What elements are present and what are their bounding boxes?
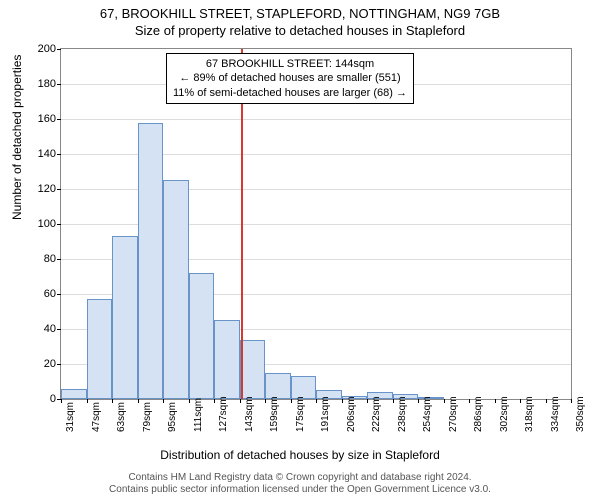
histogram-bar [112, 236, 138, 399]
xtick-mark [418, 399, 419, 403]
annotation-line-2: ← 89% of detached houses are smaller (55… [173, 71, 407, 85]
histogram-bar [61, 389, 87, 400]
ytick-mark [57, 294, 61, 295]
annotation-box: 67 BROOKHILL STREET: 144sqm← 89% of deta… [166, 53, 414, 104]
ytick-label: 160 [31, 113, 56, 125]
xtick-label: 206sqm [346, 396, 357, 432]
xtick-label: 143sqm [244, 396, 255, 432]
ytick-label: 80 [31, 253, 56, 265]
xtick-mark [189, 399, 190, 403]
histogram-bar [189, 273, 215, 399]
xtick-mark [444, 399, 445, 403]
ytick-mark [57, 189, 61, 190]
ytick-label: 40 [31, 323, 56, 335]
xtick-mark [495, 399, 496, 403]
xtick-mark [138, 399, 139, 403]
chart-plot-area: 02040608010012014016018020031sqm47sqm63s… [60, 48, 572, 400]
title-main: 67, BROOKHILL STREET, STAPLEFORD, NOTTIN… [0, 0, 600, 21]
xtick-mark [240, 399, 241, 403]
xtick-label: 222sqm [371, 396, 382, 432]
ytick-mark [57, 364, 61, 365]
ytick-mark [57, 84, 61, 85]
xtick-label: 95sqm [167, 402, 178, 432]
histogram-bar [265, 373, 291, 399]
xtick-label: 270sqm [448, 396, 459, 432]
footer-credits: Contains HM Land Registry data © Crown c… [0, 472, 600, 496]
ytick-mark [57, 329, 61, 330]
xtick-label: 159sqm [269, 396, 280, 432]
ytick-mark [57, 154, 61, 155]
histogram-bar [163, 180, 189, 399]
xtick-label: 318sqm [524, 396, 535, 432]
xtick-label: 191sqm [320, 396, 331, 432]
xtick-mark [87, 399, 88, 403]
xtick-label: 175sqm [295, 396, 306, 432]
annotation-line-3: 11% of semi-detached houses are larger (… [173, 86, 407, 100]
histogram-bar [138, 123, 164, 400]
ytick-label: 200 [31, 43, 56, 55]
xtick-label: 350sqm [575, 396, 586, 432]
xtick-label: 254sqm [422, 396, 433, 432]
histogram-bar [240, 340, 266, 400]
footer-line-2: Contains public sector information licen… [109, 484, 491, 495]
histogram-bar [87, 299, 113, 399]
xtick-mark [291, 399, 292, 403]
ytick-label: 100 [31, 218, 56, 230]
xtick-label: 79sqm [142, 402, 153, 432]
xtick-label: 302sqm [499, 396, 510, 432]
ytick-label: 0 [31, 393, 56, 405]
ytick-mark [57, 259, 61, 260]
title-sub: Size of property relative to detached ho… [0, 21, 600, 38]
xtick-mark [163, 399, 164, 403]
histogram-bar [214, 320, 240, 399]
ytick-label: 60 [31, 288, 56, 300]
xtick-label: 47sqm [91, 402, 102, 432]
xtick-mark [265, 399, 266, 403]
xtick-label: 63sqm [116, 402, 127, 432]
xtick-mark [520, 399, 521, 403]
annotation-line-1: 67 BROOKHILL STREET: 144sqm [173, 57, 407, 71]
xtick-mark [316, 399, 317, 403]
xtick-mark [342, 399, 343, 403]
y-axis-label: Number of detached properties [10, 55, 24, 220]
xtick-mark [112, 399, 113, 403]
ytick-mark [57, 49, 61, 50]
ytick-label: 120 [31, 183, 56, 195]
xtick-mark [61, 399, 62, 403]
ytick-mark [57, 224, 61, 225]
ytick-mark [57, 119, 61, 120]
xtick-mark [546, 399, 547, 403]
ytick-label: 180 [31, 78, 56, 90]
xtick-mark [571, 399, 572, 403]
xtick-label: 111sqm [193, 398, 204, 432]
xtick-mark [393, 399, 394, 403]
footer-line-1: Contains HM Land Registry data © Crown c… [128, 472, 471, 483]
xtick-label: 238sqm [397, 396, 408, 432]
xtick-mark [214, 399, 215, 403]
xtick-label: 286sqm [473, 396, 484, 432]
xtick-mark [367, 399, 368, 403]
x-axis-label: Distribution of detached houses by size … [0, 448, 600, 462]
ytick-label: 140 [31, 148, 56, 160]
xtick-label: 127sqm [218, 396, 229, 432]
xtick-label: 31sqm [65, 402, 76, 432]
ytick-label: 20 [31, 358, 56, 370]
xtick-label: 334sqm [550, 396, 561, 432]
xtick-mark [469, 399, 470, 403]
gridline-h [61, 119, 571, 120]
